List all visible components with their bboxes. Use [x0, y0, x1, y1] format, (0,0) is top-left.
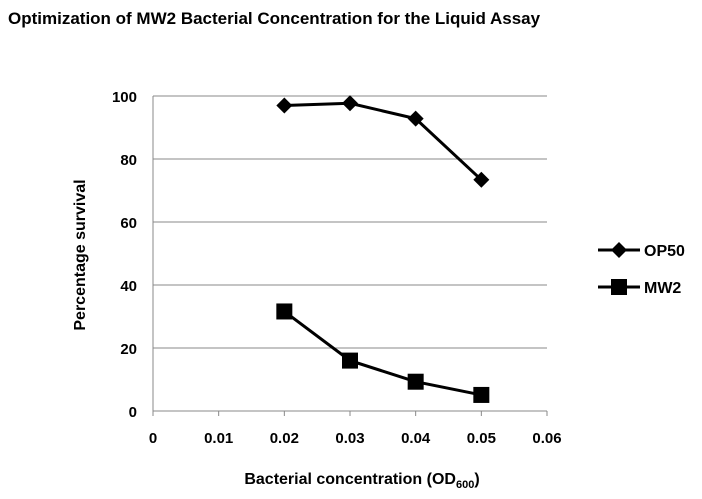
legend-marker: [611, 279, 627, 295]
y-tick-label: 40: [120, 278, 137, 295]
y-tick-label: 20: [120, 341, 137, 358]
chart-title: Optimization of MW2 Bacterial Concentrat…: [8, 9, 541, 28]
marker: [473, 386, 490, 403]
x-tick-label: 0.03: [335, 430, 364, 447]
legend-marker: [611, 242, 627, 258]
x-tick-label: 0.02: [270, 430, 299, 447]
x-tick-label: 0.05: [467, 430, 496, 447]
x-axis-title-text: ): [474, 471, 479, 488]
marker: [276, 303, 293, 320]
legend-label: MW2: [644, 280, 681, 297]
series-line: [284, 101, 483, 181]
series-line: [283, 310, 482, 397]
x-axis-title-text: Bacterial concentration (OD: [244, 471, 456, 488]
marker: [276, 97, 293, 114]
y-tick-label: 100: [112, 89, 137, 106]
marker: [342, 352, 358, 369]
marker: [407, 373, 424, 390]
x-tick-label: 0.06: [532, 430, 561, 447]
y-tick-label: 0: [129, 404, 137, 421]
x-axis-title-subscript: 600: [456, 479, 474, 491]
marker: [342, 95, 358, 112]
x-tick-label: 0: [149, 430, 157, 447]
marker: [473, 171, 490, 188]
y-tick-label: 80: [120, 152, 137, 169]
x-tick-label: 0.04: [401, 430, 431, 447]
x-tick-label: 0.01: [204, 430, 233, 447]
marker: [407, 110, 424, 127]
x-axis-title: Bacterial concentration (OD600): [244, 471, 479, 491]
y-tick-label: 60: [120, 215, 137, 232]
legend-label: OP50: [644, 243, 685, 260]
y-axis-title: Percentage survival: [72, 179, 89, 330]
